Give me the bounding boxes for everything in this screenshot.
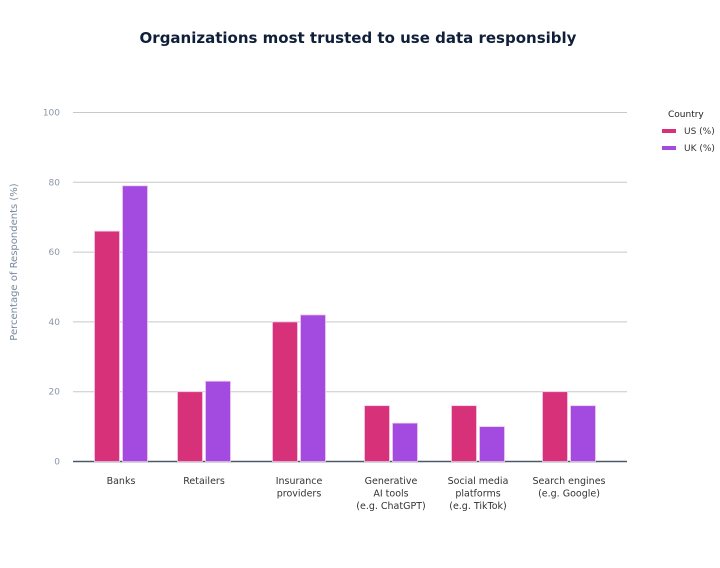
bar-uk: [205, 380, 231, 462]
y-tick-label: 40: [49, 318, 61, 328]
y-axis-label: Percentage of Respondents (%): [9, 183, 20, 340]
bar-uk: [300, 314, 326, 462]
x-tick-label: Insurance: [276, 476, 323, 487]
x-tick-label: (e.g. TikTok): [449, 501, 507, 512]
y-tick-label: 20: [49, 388, 61, 398]
bar-us: [364, 405, 390, 462]
legend-label: UK (%): [684, 144, 715, 154]
x-tick-label: AI tools: [373, 489, 408, 500]
y-tick-label: 100: [43, 109, 60, 119]
y-tick-label: 80: [49, 178, 61, 188]
chart-title: Organizations most trusted to use data r…: [140, 29, 577, 47]
x-tick-label: platforms: [455, 489, 500, 500]
bar-us: [451, 405, 477, 462]
bar-uk: [392, 422, 418, 462]
x-tick-label: Banks: [107, 476, 136, 487]
x-tick-label: Social media: [448, 476, 509, 487]
x-tick-label: providers: [277, 489, 322, 500]
x-tick-label: (e.g. ChatGPT): [356, 501, 425, 512]
bar-uk: [479, 426, 505, 462]
legend-label: US (%): [684, 127, 715, 137]
x-tick-label: Retailers: [183, 476, 225, 487]
legend-swatch: [662, 146, 676, 150]
y-tick-label: 60: [49, 248, 61, 258]
bar-us: [94, 230, 120, 462]
bar-uk: [122, 185, 148, 462]
y-tick-label: 0: [54, 458, 60, 468]
bar-us: [177, 391, 203, 462]
bar-us: [542, 391, 568, 462]
bar-us: [272, 321, 298, 462]
legend: Country US (%) UK (%): [662, 110, 715, 154]
legend-title: Country: [668, 110, 704, 120]
x-tick-label: (e.g. Google): [538, 489, 600, 500]
x-tick-label: Generative: [365, 476, 418, 487]
bar-uk: [570, 405, 596, 462]
legend-swatch: [662, 129, 676, 133]
x-tick-label: Search engines: [532, 476, 605, 487]
